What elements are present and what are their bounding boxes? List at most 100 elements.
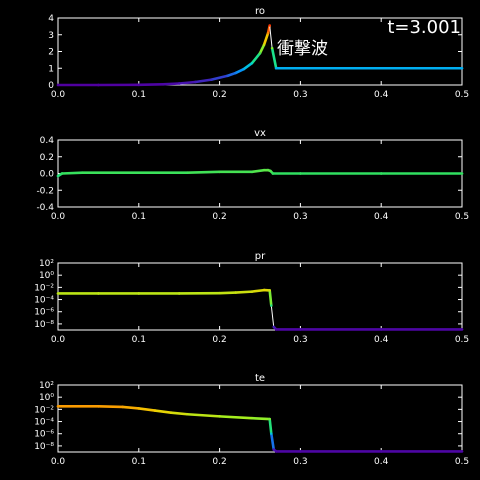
data-point — [178, 82, 181, 85]
y-tick-label: 2 — [48, 48, 54, 58]
series-segment — [137, 83, 165, 87]
panel-title: ro — [255, 6, 265, 17]
data-point — [299, 172, 302, 175]
panel-pr: pr 0.0 0.1 0.2 0.3 0.4 0.5 10² 10⁰ 10⁻² 10⁻⁴ 10⁻⁶ 10… — [34, 251, 469, 345]
data-point — [266, 168, 270, 172]
series-segment — [185, 170, 221, 174]
data-point — [268, 24, 271, 27]
data-point — [270, 432, 273, 435]
y-tick-label: 0.4 — [40, 136, 55, 146]
data-point — [299, 67, 302, 70]
panel-title: te — [255, 373, 265, 384]
x-tick-label: 0.0 — [51, 457, 66, 467]
data-point — [226, 74, 229, 77]
data-point — [272, 325, 275, 329]
series-segment — [218, 415, 254, 420]
data-point — [242, 67, 246, 71]
x-tick-label: 0.4 — [374, 212, 389, 222]
x-tick-label: 0.1 — [132, 212, 146, 222]
y-tick-label: 1 — [48, 64, 54, 74]
data-point — [380, 67, 383, 70]
series-segment — [210, 74, 229, 81]
data-point — [460, 67, 464, 70]
data-point — [56, 292, 60, 295]
series-segment — [270, 46, 278, 70]
time-annotation: t=3.001 — [387, 17, 461, 38]
data-point — [210, 78, 213, 81]
data-point — [270, 304, 273, 307]
x-tick-label: 0.3 — [293, 335, 307, 345]
series-segment — [250, 288, 266, 293]
data-point — [218, 170, 221, 174]
y-tick-label: 10⁻⁶ — [34, 430, 54, 440]
data-point — [250, 62, 254, 65]
series-segment — [262, 31, 270, 47]
data-point — [380, 172, 383, 175]
data-point — [262, 168, 266, 172]
shock-wave-annotation: 衝撃波 — [277, 39, 328, 59]
y-tick-label: 0.0 — [40, 170, 55, 180]
axes-frame — [57, 262, 463, 331]
panel-title: pr — [255, 251, 266, 262]
x-tick-label: 0.2 — [212, 90, 226, 100]
series-segment — [250, 416, 271, 421]
data-point — [268, 289, 271, 292]
data-point — [56, 83, 60, 87]
x-tick-label: 0.5 — [455, 212, 469, 222]
series-segment — [234, 67, 246, 75]
data-point — [266, 31, 270, 35]
x-tick-label: 0.0 — [51, 212, 66, 222]
series-segment — [226, 71, 238, 78]
y-tick-label: 0.2 — [40, 153, 54, 163]
panel-ro: ro 0.0 0.1 0.2 0.3 0.4 0.5 0 1 2 3 4 — [48, 6, 469, 100]
data-point — [262, 43, 266, 46]
data-point — [250, 416, 254, 420]
data-point — [299, 450, 302, 453]
data-point — [97, 83, 100, 87]
x-tick-label: 0.4 — [374, 335, 389, 345]
series-segment — [153, 409, 173, 415]
series-segment — [177, 80, 197, 85]
x-tick-label: 0.3 — [293, 90, 307, 100]
data-point — [178, 292, 181, 295]
y-tick-label: 10⁻² — [34, 283, 54, 293]
series-segment — [169, 411, 189, 416]
x-tick-label: 0.0 — [51, 335, 66, 345]
series-segment — [194, 78, 213, 84]
data-point — [268, 417, 271, 421]
series-segment — [218, 291, 238, 295]
series-segment — [269, 25, 273, 49]
data-point — [274, 450, 278, 453]
series-segment — [234, 290, 254, 294]
panel-te: te 0.0 0.1 0.2 0.3 0.4 0.5 10² 10⁰ 10⁻² 10⁻⁴ 10⁻⁶ 10… — [34, 373, 469, 467]
series-segment — [242, 61, 254, 71]
y-tick-label: 0 — [48, 81, 54, 91]
y-tick-label: 10⁻⁸ — [34, 442, 54, 452]
y-tick-label: 10⁰ — [39, 271, 54, 281]
data-point — [137, 292, 140, 295]
data-point — [60, 172, 64, 175]
series-segment — [97, 405, 124, 409]
x-tick-label: 0.3 — [293, 457, 307, 467]
data-point — [250, 170, 254, 174]
data-point — [137, 83, 140, 87]
x-tick-label: 0.5 — [455, 457, 469, 467]
data-point — [270, 46, 274, 50]
data-point — [234, 291, 237, 294]
y-tick-label: 10⁻⁸ — [34, 320, 54, 330]
data-point — [460, 328, 464, 331]
data-point — [460, 172, 464, 175]
series-segment — [60, 171, 84, 175]
series-segment — [270, 432, 276, 451]
data-point — [460, 450, 464, 453]
series-segment — [137, 407, 157, 412]
y-tick-label: 3 — [48, 31, 54, 41]
data-point — [169, 411, 173, 414]
x-tick-label: 0.4 — [374, 457, 389, 467]
y-tick-label: 10⁻⁶ — [34, 308, 54, 318]
data-point — [137, 407, 140, 410]
y-tick-label: 10² — [39, 381, 54, 391]
data-point — [186, 171, 189, 174]
data-point — [380, 450, 383, 453]
